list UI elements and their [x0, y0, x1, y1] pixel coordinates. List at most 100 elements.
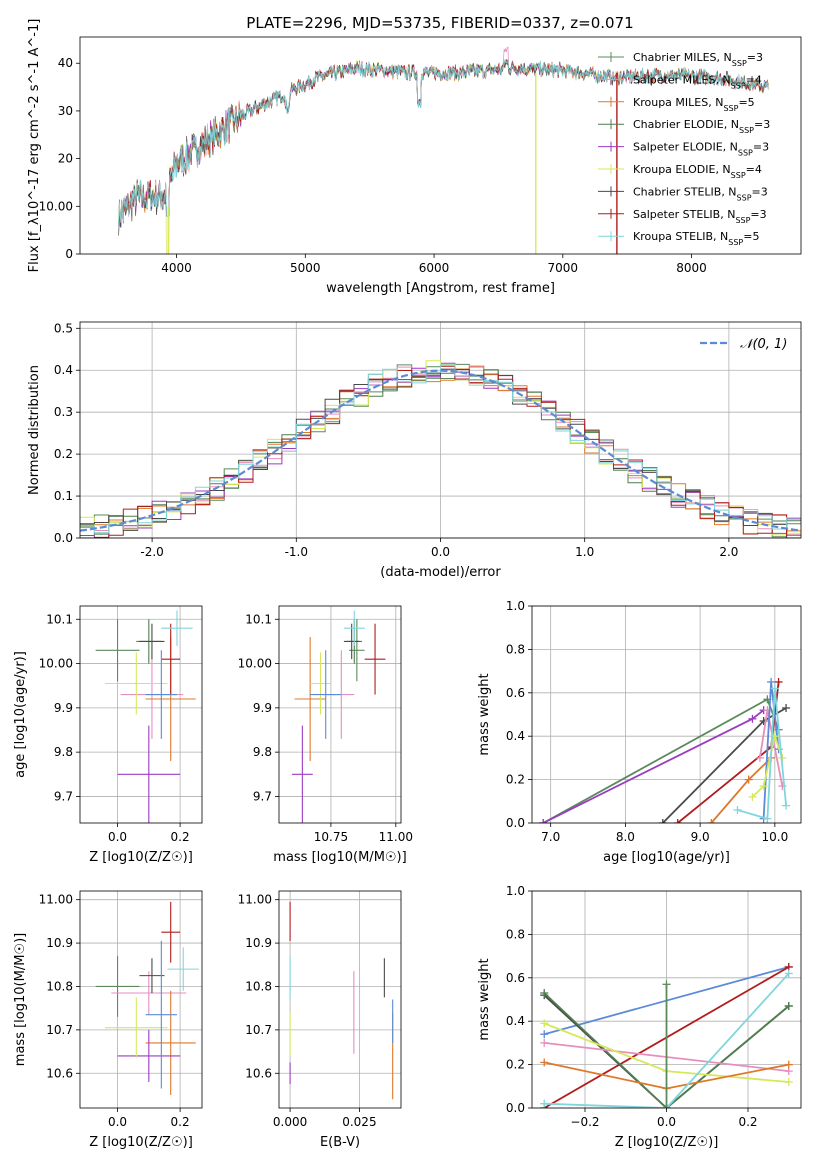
axes-frame [278, 605, 402, 824]
axes-frame [278, 890, 402, 1109]
y-tick-label: 40 [58, 56, 73, 70]
y-tick-label: 0.2 [506, 773, 525, 787]
x-axis-label: Z [log10(Z/Z☉)] [89, 850, 193, 865]
x-axis-label: wavelength [Angstrom, rest frame] [326, 281, 555, 296]
x-tick-label: 6000 [419, 261, 450, 275]
gaussian-legend-label: 𝒩(0, 1) [740, 337, 787, 352]
spectrum-legend: Chabrier MILES, NSSP=3 Salpeter MILES, NS… [598, 51, 770, 247]
x-tick-label: 0.0 [431, 545, 450, 559]
y-tick-label: 0.2 [54, 447, 73, 461]
spectrum-line-5 [118, 59, 769, 254]
y-tick-label: 10.1 [245, 612, 272, 626]
histogram-2 [80, 366, 801, 532]
x-tick-label: 0.025 [342, 1115, 376, 1129]
x-tick-label: 0.000 [273, 1115, 307, 1129]
weight-line-8 [544, 972, 790, 1108]
plot-area-weight_vs_Z [540, 962, 793, 1108]
y-tick-label: 30 [58, 104, 73, 118]
x-tick-label: 4000 [161, 261, 192, 275]
grid-age_vs_mass [279, 606, 401, 823]
x-tick-label: 0.0 [657, 1115, 676, 1129]
x-tick-label: 10.75 [314, 830, 348, 844]
panel-age_vs_Z: 0.0 0.2 9.7 9.8 9.9 10.00 10.1 Z [log10(Z/Z☉)] a… [13, 605, 203, 865]
y-tick-label: 9.8 [54, 745, 73, 759]
panel-weight_vs_age: 7.0 8.0 9.0 10.0 0.0 0.2 0.4 0.6 0.8 1.0 age [log1… [477, 599, 802, 865]
y-tick-label: 10.00 [39, 657, 73, 671]
x-tick-label: 5000 [290, 261, 321, 275]
y-tick-label: 0.8 [506, 642, 525, 656]
y-axis-label: age [log10(age/yr)] [13, 651, 28, 778]
weight-line-8 [737, 688, 787, 820]
legend-entry: Chabrier STELIB, NSSP=3 [633, 185, 768, 202]
weight-line-7 [677, 681, 780, 823]
y-tick-label: 0.6 [506, 971, 525, 985]
legend-entry: Salpeter MILES, NSSP=4 [633, 73, 762, 90]
x-tick-label: 0.2 [738, 1115, 757, 1129]
x-tick-label: 8000 [676, 261, 707, 275]
y-tick-label: 1.0 [506, 884, 525, 898]
grid-weight_vs_age [532, 605, 801, 824]
y-tick-label: 10.6 [46, 1066, 73, 1080]
figure-title: PLATE=2296, MJD=53735, FIBERID=0337, z=0… [246, 14, 633, 32]
histogram-8 [80, 364, 801, 534]
y-axis-label: mass weight [477, 673, 492, 755]
y-tick-label: 11.00 [39, 893, 73, 907]
y-tick-label: 10.6 [245, 1066, 272, 1080]
y-axis-label: Normed distribution [27, 365, 42, 495]
y-tick-label: 10.1 [46, 612, 73, 626]
axes-frame [79, 605, 203, 824]
plot-area-mass_vs_Z [95, 901, 199, 1095]
legend-entry: Kroupa ELODIE, NSSP=4 [633, 163, 762, 180]
y-tick-label: 10.8 [46, 979, 73, 993]
legend-entry: Kroupa STELIB, NSSP=5 [633, 230, 759, 247]
y-tick-label: 0.5 [54, 321, 73, 335]
x-tick-label: 7.0 [541, 830, 560, 844]
x-axis-label: Z [log10(Z/Z☉)] [89, 1135, 193, 1150]
y-axis-label: mass [log10(M/M☉)] [13, 933, 28, 1066]
legend-entry: Chabrier MILES, NSSP=3 [633, 51, 763, 68]
x-axis-label: (data-model)/error [380, 565, 501, 580]
y-tick-label: 9.8 [253, 745, 272, 759]
plot-area-age_vs_mass [291, 610, 386, 823]
y-tick-label: 0.0 [54, 531, 73, 545]
panel-weight_vs_Z: −0.2 0.0 0.2 0.0 0.2 0.4 0.6 0.8 1.0 Z [log10(Z/Z… [477, 884, 802, 1150]
x-tick-label: 0.0 [108, 830, 127, 844]
axes-frame [531, 890, 802, 1109]
y-tick-label: 10.00 [39, 199, 73, 213]
x-tick-label: 0.2 [171, 1115, 190, 1129]
y-tick-label: 9.7 [253, 789, 272, 803]
axes-frame [79, 36, 802, 255]
y-tick-label: 1.0 [506, 599, 525, 613]
axes-frame [79, 890, 203, 1109]
x-tick-label: -2.0 [140, 545, 163, 559]
y-axis-label: mass weight [477, 958, 492, 1040]
weight-line-4 [542, 709, 765, 823]
x-tick-label: 2.0 [719, 545, 738, 559]
plot-area-spectrum [118, 46, 769, 254]
y-tick-label: 10.00 [238, 657, 272, 671]
x-tick-label: 0.0 [108, 1115, 127, 1129]
grid-mass_vs_ebv [279, 891, 401, 1108]
gaussian-curve [80, 369, 801, 532]
y-tick-label: 9.9 [253, 701, 272, 715]
legend-entry: Salpeter STELIB, NSSP=3 [633, 208, 767, 225]
y-tick-label: 0.4 [506, 729, 525, 743]
y-tick-label: 0.3 [54, 405, 73, 419]
y-tick-label: 0.0 [506, 1101, 525, 1115]
weight-line-5 [751, 732, 784, 798]
x-tick-label: 11.00 [379, 830, 413, 844]
grid-residuals [80, 322, 801, 539]
y-tick-label: 0.4 [506, 1014, 525, 1028]
y-tick-label: 10.7 [245, 1023, 272, 1037]
y-tick-label: 0.4 [54, 363, 73, 377]
plot-area-residuals [80, 360, 801, 538]
panel-mass_vs_Z: 0.0 0.2 10.6 10.7 10.8 10.9 11.00 Z [log10(Z/Z☉… [13, 890, 203, 1150]
y-tick-label: 9.9 [54, 701, 73, 715]
panel-mass_vs_ebv: 0.000 0.025 10.6 10.7 10.8 10.9 11.00 E(B-V) [238, 890, 402, 1150]
plot-area-mass_vs_ebv [289, 901, 394, 1100]
x-tick-label: 8.0 [616, 830, 635, 844]
grid-age_vs_Z [80, 606, 202, 823]
axes-frame [79, 321, 802, 539]
plot-area-age_vs_Z [95, 610, 196, 823]
y-tick-label: 10.9 [245, 936, 272, 950]
